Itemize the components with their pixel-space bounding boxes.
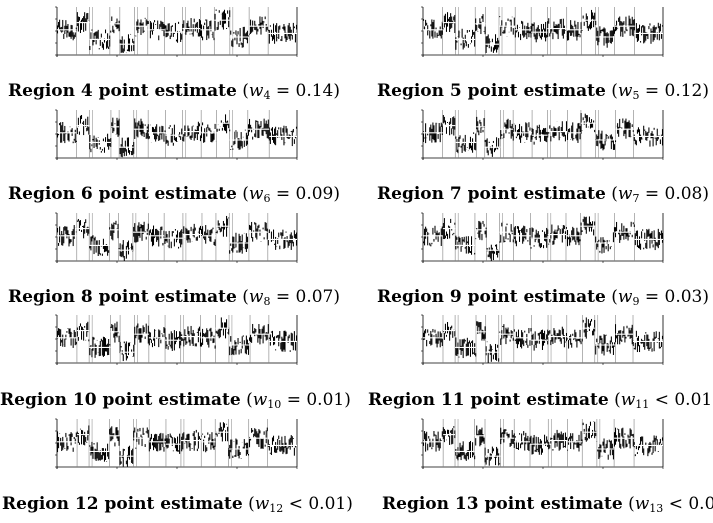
plot-region-11 [421,313,664,369]
plot-region-7 [421,108,664,164]
plot-region-5 [421,5,664,61]
point-estimate-plot [421,109,664,160]
caption-region-12: Region 12 point estimate (w12 < 0.01) [2,494,353,515]
caption-region-7: Region 7 point estimate (w7 = 0.08) [377,184,710,205]
point-estimate-plot [421,314,664,365]
caption-region-10: Region 10 point estimate (w10 = 0.01) [0,390,351,411]
point-estimate-plot [421,418,664,469]
plot-region-12 [55,417,298,473]
plot-region-13 [421,417,664,473]
caption-region-5: Region 5 point estimate (w5 = 0.12) [377,81,710,102]
caption-region-8: Region 8 point estimate (w8 = 0.07) [8,287,341,308]
caption-region-6: Region 6 point estimate (w6 = 0.09) [8,184,341,205]
caption-region-9: Region 9 point estimate (w9 = 0.03) [377,287,710,308]
point-estimate-plot [421,212,664,263]
point-estimate-plot [55,109,298,160]
plot-region-10 [55,313,298,369]
caption-region-11: Region 11 point estimate (w11 < 0.01) [368,390,713,411]
plot-region-4 [55,5,298,61]
plot-region-8 [55,211,298,267]
plot-region-6 [55,108,298,164]
plot-region-9 [421,211,664,267]
point-estimate-plot [55,212,298,263]
point-estimate-plot [55,418,298,469]
caption-region-4: Region 4 point estimate (w4 = 0.14) [8,81,341,102]
caption-region-13: Region 13 point estimate (w13 < 0.01) [382,494,713,515]
point-estimate-plot [55,6,298,57]
point-estimate-plot [55,314,298,365]
point-estimate-plot [421,6,664,57]
